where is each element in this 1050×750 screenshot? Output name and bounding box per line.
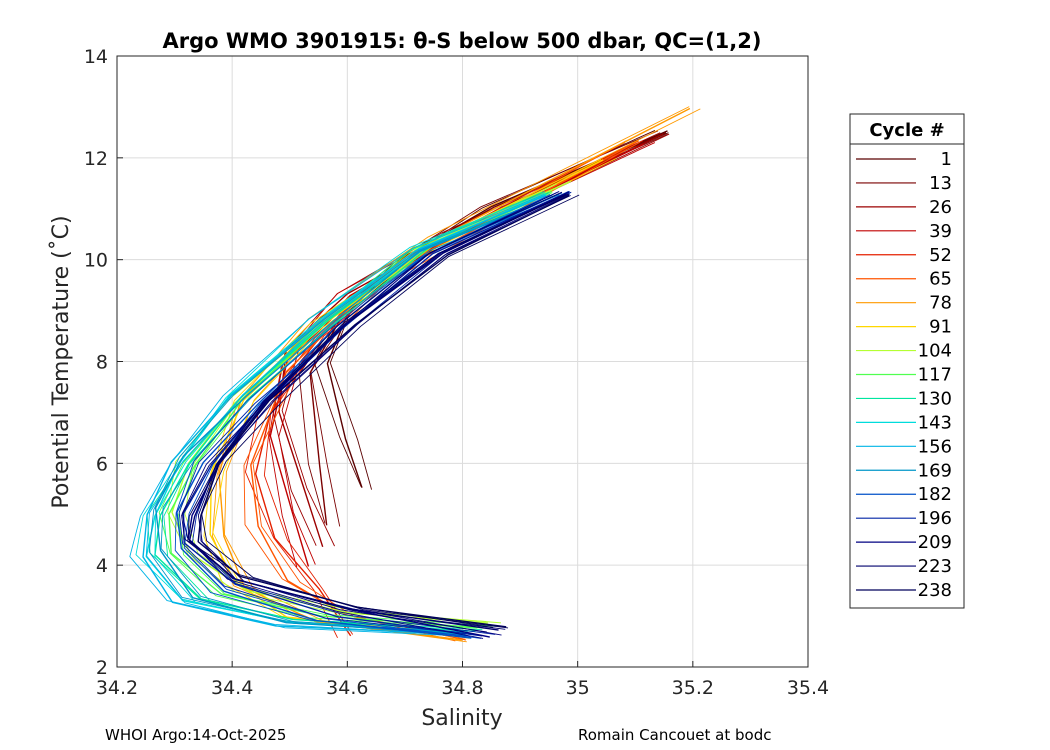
series-line-cycle-169 (154, 193, 560, 635)
legend-label-169: 169 (918, 460, 952, 481)
series-line-cycle-196 (178, 192, 557, 636)
legend-label-52: 52 (929, 245, 952, 266)
legend-label-26: 26 (929, 197, 952, 218)
legend-label-182: 182 (918, 484, 952, 505)
legend-label-39: 39 (929, 221, 952, 242)
series-line-cycle-182 (174, 194, 551, 637)
series-line-cycle-169 (160, 192, 571, 636)
series-line-cycle-156 (142, 194, 546, 636)
y-tick-label: 10 (84, 250, 108, 272)
legend-label-238: 238 (918, 580, 952, 601)
legend-label-91: 91 (929, 317, 952, 338)
x-tick-label: 34.6 (326, 677, 368, 699)
legend-label-156: 156 (918, 436, 952, 457)
legend-label-78: 78 (929, 293, 952, 314)
chart-title: Argo WMO 3901915: θ-S below 500 dbar, QC… (163, 29, 762, 53)
legend-label-1: 1 (941, 149, 952, 170)
footer-right: Romain Cancouet at bodc (578, 726, 771, 744)
series-line-cycle-156 (129, 194, 544, 636)
legend-label-130: 130 (918, 388, 952, 409)
legend-label-143: 143 (918, 412, 952, 433)
y-tick-label: 14 (84, 46, 108, 68)
y-tick-label: 6 (96, 453, 108, 475)
legend-label-104: 104 (918, 341, 952, 362)
y-tick-label: 2 (96, 657, 108, 679)
series-line-cycle-238 (197, 194, 570, 628)
series-line-cycle-209 (181, 191, 560, 639)
y-tick-label: 4 (96, 555, 108, 577)
legend-label-209: 209 (918, 532, 952, 553)
x-tick-label: 35.4 (787, 677, 829, 699)
legend-title: Cycle # (869, 120, 944, 141)
legend-label-65: 65 (929, 269, 952, 290)
legend-label-13: 13 (929, 173, 952, 194)
x-tick-label: 34.8 (441, 677, 483, 699)
series-lines (129, 106, 701, 643)
footer-left: WHOI Argo:14-Oct-2025 (105, 726, 286, 744)
legend-box (849, 113, 965, 609)
legend-label-196: 196 (918, 508, 952, 529)
plot-area: 34.2 34.4 34.6 34.8 35 35.2 35.4 2 4 6 8 10 12 14 (84, 46, 829, 699)
series-line-cycle-117 (177, 192, 553, 627)
legend-label-117: 117 (918, 365, 952, 386)
series-line-cycle-143 (154, 195, 557, 633)
y-axis-label: Potential Temperature (˚C) (49, 215, 74, 508)
y-ticks: 2 4 6 8 10 12 14 (84, 46, 123, 679)
x-tick-label: 34.4 (211, 677, 253, 699)
x-ticks: 34.2 34.4 34.6 34.8 35 35.2 35.4 (96, 661, 829, 699)
x-tick-label: 35 (566, 677, 590, 699)
series-line-cycle-238 (201, 194, 580, 629)
x-tick-label: 34.2 (96, 677, 138, 699)
x-tick-label: 35.2 (672, 677, 714, 699)
x-axis-label: Salinity (421, 706, 502, 731)
legend-label-223: 223 (918, 556, 952, 577)
series-line-cycle-223 (181, 191, 563, 633)
y-tick-label: 12 (84, 148, 108, 170)
y-tick-label: 8 (96, 352, 108, 374)
